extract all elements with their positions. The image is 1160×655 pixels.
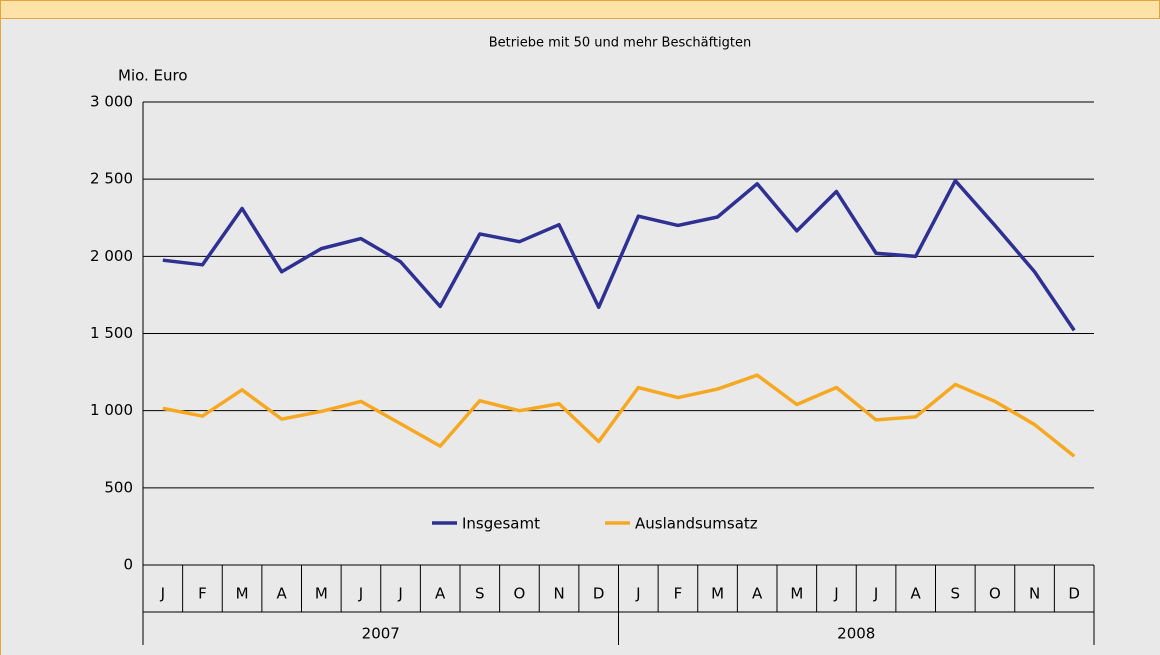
y-tick-label: 500 [104, 478, 133, 496]
y-tick-label: 1 500 [90, 324, 133, 342]
x-tick-label: F [198, 585, 207, 603]
banner [0, 0, 1160, 19]
x-tick-label: J [635, 585, 640, 603]
y-axis-label: Mio. Euro [118, 67, 188, 85]
x-tick-label: N [553, 585, 564, 603]
y-tick-label: 2 500 [90, 170, 133, 188]
x-tick-label: O [989, 585, 1001, 603]
x-tick-label: J [833, 585, 838, 603]
x-tick-label: A [277, 585, 288, 603]
x-tick-label: J [873, 585, 878, 603]
x-tick-label: F [674, 585, 683, 603]
y-tick-label: 1 000 [90, 401, 133, 419]
x-tick-label: M [711, 585, 724, 603]
x-tick-label: D [593, 585, 605, 603]
x-tick-label: A [435, 585, 446, 603]
x-tick-label: S [475, 585, 485, 603]
x-tick-label: M [315, 585, 328, 603]
y-tick-label: 3 000 [90, 93, 133, 111]
x-group-label: 2007 [362, 625, 400, 643]
x-tick-label: J [397, 585, 402, 603]
x-tick-label: O [514, 585, 526, 603]
series-line [162, 373, 1076, 458]
x-tick-label: J [358, 585, 363, 603]
x-tick-label: N [1029, 585, 1040, 603]
legend-label: Insgesamt [462, 515, 540, 533]
series-line [162, 178, 1076, 332]
x-tick-label: A [752, 585, 763, 603]
x-tick-label: D [1068, 585, 1080, 603]
chart-title: Betriebe mit 50 und mehr Beschäftigten [489, 36, 751, 51]
legend-label: Auslandsumsatz [635, 515, 758, 533]
y-tick-label: 0 [123, 556, 133, 574]
x-tick-label: M [790, 585, 803, 603]
x-group-label: 2008 [837, 625, 875, 643]
x-tick-label: A [911, 585, 922, 603]
x-tick-label: M [236, 585, 249, 603]
y-tick-label: 2 000 [90, 247, 133, 265]
x-tick-label: J [160, 585, 165, 603]
x-tick-label: S [951, 585, 961, 603]
